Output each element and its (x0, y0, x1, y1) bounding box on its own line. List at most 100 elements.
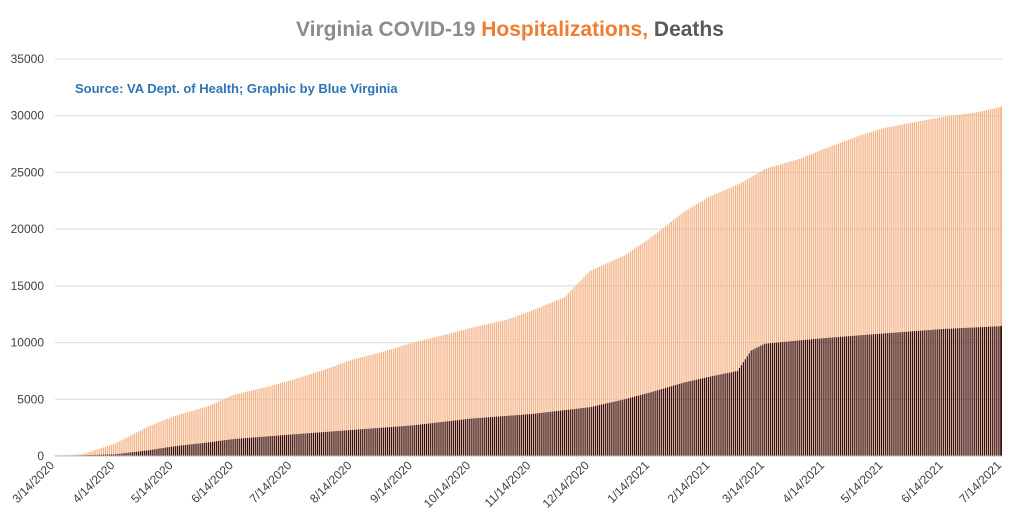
deaths-bar (818, 338, 820, 456)
hospitalizations-bar (81, 454, 83, 456)
hospitalizations-bar (593, 269, 595, 456)
deaths-bar (379, 427, 381, 456)
deaths-bar (734, 371, 737, 456)
deaths-bar (439, 422, 441, 456)
hospitalizations-bar (375, 353, 377, 456)
deaths-bar (445, 421, 447, 456)
deaths-bar (97, 454, 99, 456)
hospitalizations-bar (664, 226, 667, 456)
hospitalizations-bar (756, 173, 758, 456)
deaths-bar (682, 382, 684, 456)
deaths-bar (180, 445, 182, 456)
hospitalizations-bar (787, 162, 789, 456)
deaths-bar (723, 373, 725, 456)
deaths-bar (859, 335, 861, 456)
hospitalizations-bar (297, 378, 299, 456)
hospitalizations-bar (256, 389, 258, 456)
hospitalizations-bar (505, 319, 507, 456)
deaths-bar (554, 411, 556, 456)
hospitalizations-bar (686, 209, 688, 456)
deaths-bar (676, 384, 678, 456)
hospitalizations-bar (946, 116, 949, 456)
hospitalizations-bar (688, 208, 690, 456)
x-tick-label: 1/14/2021 (604, 458, 652, 506)
hospitalizations-bar (919, 121, 921, 456)
hospitalizations-bar (694, 205, 696, 456)
deaths-bar (771, 342, 774, 456)
deaths-bar (91, 454, 93, 456)
deaths-bar (114, 454, 116, 456)
hospitalizations-bar (497, 321, 499, 456)
hospitalizations-bar (217, 401, 219, 456)
hospitalizations-bar (408, 343, 410, 456)
deaths-bar (532, 413, 534, 456)
hospitalizations-bar (983, 110, 986, 456)
deaths-bar (462, 419, 464, 456)
hospitalizations-bar (309, 374, 311, 456)
deaths-bar (917, 330, 919, 456)
hospitalizations-bar (777, 165, 779, 456)
deaths-bar (468, 418, 470, 456)
deaths-bar (161, 448, 163, 456)
deaths-bar (328, 431, 330, 456)
deaths-bar (221, 440, 223, 456)
deaths-bar (777, 342, 779, 456)
deaths-bar (211, 441, 214, 456)
hospitalizations-bar (805, 156, 807, 456)
hospitalizations-bar (699, 201, 702, 456)
hospitalizations-bar (890, 126, 892, 457)
hospitalizations-bar (719, 192, 721, 456)
deaths-bar (194, 443, 196, 456)
deaths-bar (233, 438, 235, 456)
x-tick-label: 4/14/2020 (70, 458, 118, 506)
hospitalizations-bar (571, 289, 573, 456)
deaths-bar (122, 453, 124, 456)
deaths-bar (126, 452, 128, 456)
deaths-bar (925, 330, 927, 456)
hospitalizations-bar (999, 107, 1001, 456)
hospitalizations-bar (542, 306, 544, 456)
deaths-bar (958, 328, 960, 456)
deaths-bar (346, 430, 348, 456)
hospitalizations-bar (923, 120, 925, 456)
deaths-bar (978, 327, 980, 456)
deaths-bar (534, 413, 536, 456)
hospitalizations-bar (727, 188, 729, 456)
deaths-bar (414, 425, 416, 456)
deaths-bar (95, 454, 97, 456)
hospitalizations-bar (421, 340, 424, 456)
hospitalizations-bar (108, 445, 111, 456)
hospitalizations-bar (383, 351, 385, 456)
deaths-bar (843, 336, 846, 456)
hospitalizations-bar (589, 271, 591, 456)
deaths-bar (384, 427, 387, 456)
hospitalizations-bar (641, 243, 643, 456)
hospitalizations-bar (433, 337, 435, 456)
deaths-bar (764, 343, 766, 456)
deaths-bar (886, 333, 888, 456)
deaths-bar (523, 414, 525, 456)
x-tick-label: 10/14/2020 (421, 458, 474, 511)
hospitalizations-bar (544, 305, 546, 456)
y-tick-label: 35000 (11, 52, 45, 66)
hospitalizations-bar (851, 138, 853, 456)
deaths-bar (521, 414, 523, 456)
hospitalizations-bar (126, 437, 128, 456)
hospitalizations-bar (260, 388, 262, 456)
deaths-bar (400, 426, 402, 456)
deaths-bar (318, 432, 321, 456)
deaths-bar (911, 331, 914, 456)
hospitalizations-bar (528, 311, 531, 456)
hospitalizations-bar (921, 120, 923, 456)
deaths-bar (882, 333, 884, 456)
deaths-bar (519, 414, 521, 456)
deaths-bar (791, 341, 793, 456)
hospitalizations-bar (495, 322, 498, 456)
deaths-bar (993, 326, 995, 456)
deaths-bar (832, 337, 834, 456)
deaths-bar (980, 327, 982, 456)
hospitalizations-bar (797, 159, 799, 456)
deaths-bar (550, 411, 552, 456)
hospitalizations-bar (141, 429, 144, 456)
deaths-bar (927, 330, 929, 456)
